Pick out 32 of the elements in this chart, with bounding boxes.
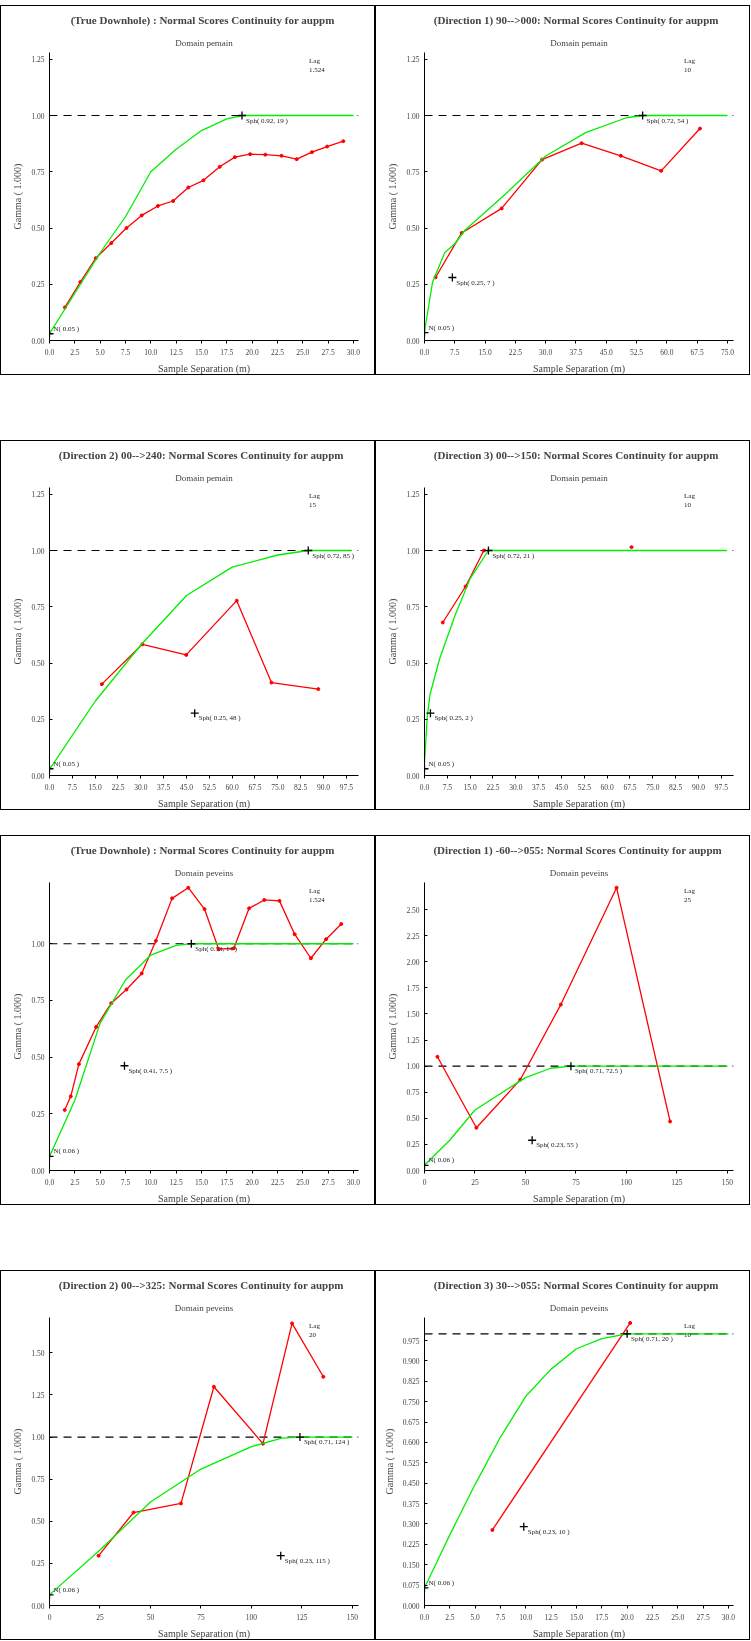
chart-subtitle: Domain pemain (175, 37, 234, 48)
chart-title: (True Downhole) : Normal Scores Continuity for auppm (70, 843, 335, 857)
chart-title: (Direction 1) 90-->000: Normal Scores Continuity for auppm (433, 13, 719, 27)
x-axis-title: Sample Separation (m) (157, 1192, 251, 1205)
y-axis-title: Gamma ( 1.000) (387, 163, 400, 230)
chart-title: (True Downhole) : Normal Scores Continuity for auppm (70, 13, 335, 27)
chart-title: (Direction 3) 30-->055: Normal Scores Continuity for auppm (433, 1278, 719, 1292)
chart-title: (Direction 2) 00-->240: Normal Scores Continuity for auppm (58, 448, 344, 462)
x-axis-title: Sample Separation (m) (532, 1192, 626, 1205)
x-axis-title: Sample Separation (m) (532, 797, 626, 810)
y-axis-title: Gamma ( 1.000) (12, 598, 25, 665)
chart-subtitle: Domain peveins (549, 1302, 609, 1313)
chart-subtitle: Domain pemain (175, 472, 234, 483)
chart-subtitle: Domain pemain (550, 472, 609, 483)
chart-subtitle: Domain pemain (550, 37, 609, 48)
chart-title: (Direction 2) 00-->325: Normal Scores Continuity for auppm (58, 1278, 344, 1292)
y-axis-title: Gamma ( 1.000) (12, 163, 25, 230)
x-axis-title: Sample Separation (m) (157, 797, 251, 810)
x-axis-title: Sample Separation (m) (157, 362, 251, 375)
y-axis-title: Gamma ( 1.000) (383, 1428, 396, 1495)
x-axis-title: Sample Separation (m) (532, 1627, 626, 1640)
x-axis-title: Sample Separation (m) (532, 362, 626, 375)
y-axis-title: Gamma ( 1.000) (387, 598, 400, 665)
chart-title: (Direction 3) 00-->150: Normal Scores Continuity for auppm (433, 448, 719, 462)
y-axis-title: Gamma ( 1.000) (12, 1428, 25, 1495)
x-axis-title: Sample Separation (m) (157, 1627, 251, 1640)
chart-subtitle: Domain peveins (549, 867, 609, 878)
chart-subtitle: Domain peveins (174, 867, 234, 878)
chart-subtitle: Domain peveins (174, 1302, 234, 1313)
chart-title: (Direction 1) -60-->055: Normal Scores Continuity for auppm (433, 843, 722, 857)
y-axis-title: Gamma ( 1.000) (12, 993, 25, 1060)
y-axis-title: Gamma ( 1.000) (387, 993, 400, 1060)
